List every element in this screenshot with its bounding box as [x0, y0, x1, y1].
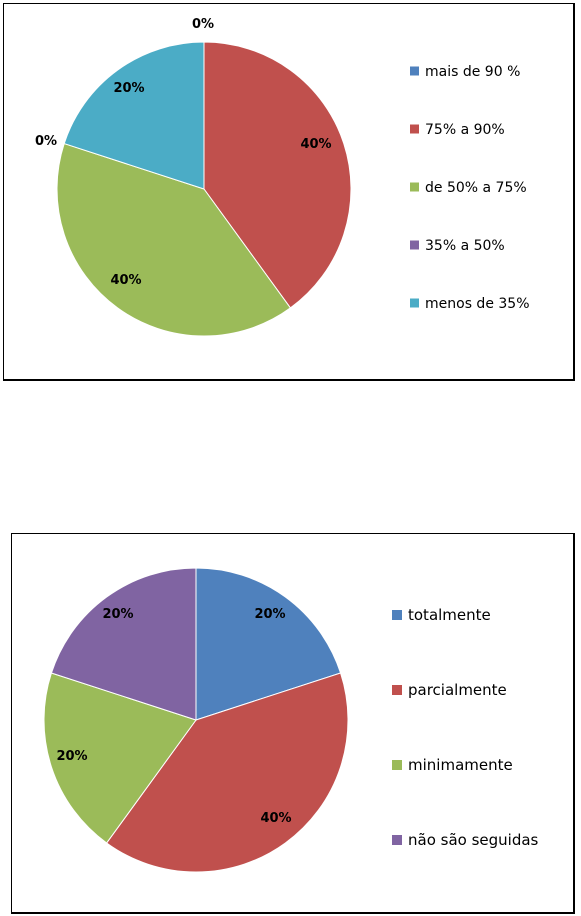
legend-swatch-4: [410, 240, 419, 250]
legend-label-4: 35% a 50%: [425, 238, 505, 254]
legend-swatch-2: [392, 685, 402, 695]
legend-swatch-3: [392, 760, 402, 770]
data-label-3: 40%: [110, 273, 141, 288]
legend-swatch-1: [410, 66, 419, 76]
pie-slice-3: [56, 142, 292, 337]
data-label-1: 0%: [192, 17, 214, 32]
legend-label-2: parcialmente: [408, 681, 507, 699]
legend-label-2: 75% a 90%: [425, 122, 505, 138]
legend-label-5: menos de 35%: [425, 296, 530, 312]
legend-swatch-3: [410, 182, 419, 192]
pie-slice-4: [50, 567, 197, 721]
data-label-2: 40%: [300, 137, 331, 152]
legend-swatch-1: [392, 610, 402, 620]
pie-slice-2: [105, 672, 349, 873]
data-label-5: 20%: [113, 81, 144, 96]
data-label-4: 0%: [35, 134, 57, 149]
pie-slice-3: [43, 672, 197, 844]
legend-label-1: totalmente: [408, 606, 491, 624]
pie-chart-1: 0% 40% 40% 0% 20% mais de 90 % 75% a 90% de 50%…: [35, 17, 530, 337]
legend-label-1: mais de 90 %: [425, 64, 520, 80]
pie-chart-2: 20% 40% 20% 20% totalmente parcialmente minima…: [43, 567, 539, 873]
pie-slice-1: [195, 567, 342, 721]
pie-slice-5: [63, 41, 205, 190]
legend-swatch-4: [392, 835, 402, 845]
data-label-4: 20%: [102, 607, 133, 622]
legend-swatch-5: [410, 298, 419, 308]
data-label-1: 20%: [254, 607, 285, 622]
legend-label-4: não são seguidas: [408, 831, 539, 849]
legend-label-3: de 50% a 75%: [425, 180, 527, 196]
data-label-2: 40%: [260, 811, 291, 826]
data-label-3: 20%: [56, 749, 87, 764]
legend-swatch-2: [410, 124, 419, 134]
pie-slice-2: [203, 41, 352, 309]
legend-label-3: minimamente: [408, 756, 513, 774]
